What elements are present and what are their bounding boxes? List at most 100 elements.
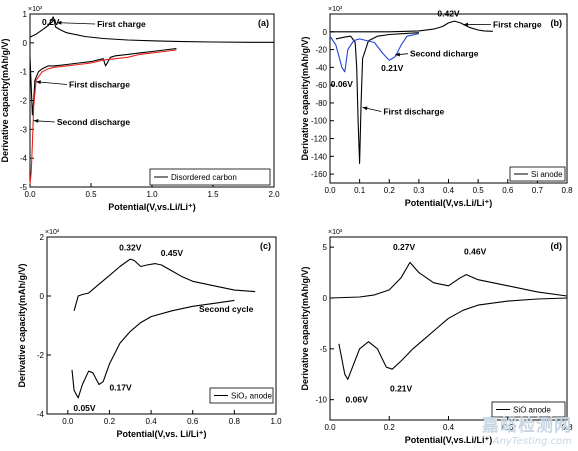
series-line-2: [29, 48, 177, 116]
y-tick-label: -3: [20, 125, 28, 134]
annotation-label: Second discharge: [57, 117, 130, 127]
y-tick-label: 0: [23, 39, 28, 48]
y-tick-label: -20: [315, 46, 327, 55]
x-tick-label: 1.0: [270, 417, 282, 426]
x-tick-label: 0.6: [502, 186, 514, 195]
legend-box: [509, 166, 566, 182]
x-tick-label: 0.0: [62, 417, 74, 426]
x-tick-label: 0.2: [104, 417, 116, 426]
annotation-label: 0.17V: [109, 382, 132, 392]
annotation-arrowhead: [56, 20, 62, 25]
x-tick-label: 0.1: [354, 186, 366, 195]
annotation-label: 0.05V: [73, 403, 96, 413]
x-axis-label: Potential(V,vs.Li/Li⁺): [405, 435, 492, 445]
legend-label: SiO anode: [513, 406, 551, 415]
watermark-en: AnyTesting.com: [492, 436, 572, 447]
annotation-arrowhead: [33, 119, 39, 123]
y-tick-label: -40: [315, 63, 327, 72]
annotation-label: 0.06V: [346, 395, 369, 405]
x-tick-label: 1.5: [207, 190, 219, 199]
y-tick-label: 0: [323, 294, 328, 303]
x-tick-label: 0.8: [229, 417, 241, 426]
annotation-label: 0.06V: [331, 79, 354, 89]
y-axis-label: Derivative capacity(mAh/g/V): [17, 263, 27, 387]
series-line-2: [338, 297, 568, 380]
y-tick-label: -160: [311, 170, 328, 179]
legend-box: [209, 387, 274, 404]
x-tick-label: 1.0: [146, 190, 158, 199]
x-tick-label: 0.3: [413, 186, 425, 195]
x-tick-label: 0.0: [324, 186, 336, 195]
x-tick-label: 0.2: [384, 186, 396, 195]
annotation-label: 0.46V: [464, 246, 487, 256]
x-tick-label: 2.0: [268, 190, 280, 199]
legend-box: [149, 168, 271, 186]
watermark-cn: 嘉峪检测网: [482, 416, 572, 436]
series-line-2: [335, 32, 419, 164]
annotation-arrowhead: [362, 106, 368, 111]
y-tick-label: -100: [311, 117, 328, 126]
y-axis-label: Derivative capacity(mAh/g/V): [300, 36, 310, 160]
y-tick-label: -5: [20, 183, 28, 192]
legend-label: Si anode: [531, 170, 563, 179]
annotation-label: First charge: [97, 19, 146, 29]
x-tick-label: 0.5: [473, 186, 485, 195]
y-axis-label: Derivative capacity(mAh/g/V): [300, 266, 310, 390]
legend-label: SiO₂ anode: [231, 392, 272, 401]
chart-panel-3: 0.0 0.2 0.4 0.6 0.8 1.0 -4 -2 0 2×10³ (c) Potential…: [17, 229, 282, 439]
annotation-arrowhead: [463, 22, 468, 27]
x-tick-label: 0.4: [146, 417, 158, 426]
y-tick-label: -140: [311, 152, 328, 161]
y-tick-label: -4: [37, 410, 45, 419]
annotation-label: 0.27V: [393, 242, 416, 252]
series-line-3: [29, 49, 177, 185]
y-tick-label: 0: [40, 292, 45, 301]
axis-multiplier: ×10³: [28, 6, 43, 13]
series-line-1: [29, 16, 274, 43]
panel-label: (c): [260, 241, 271, 251]
x-tick-label: 0.0: [324, 423, 336, 432]
annotation-label: 0.45V: [161, 248, 184, 258]
plot-frame: [29, 13, 275, 188]
y-tick-label: -4: [20, 154, 28, 163]
annotation-arrow: [56, 22, 96, 25]
x-tick-label: 0.4: [443, 423, 455, 432]
y-tick-label: -5: [320, 345, 328, 354]
y-axis-label: Derivative capacity(mAh/g/V): [0, 38, 10, 162]
series-line-1: [73, 258, 256, 311]
annotation-label: 0.21V: [390, 384, 413, 394]
x-tick-label: 0.5: [85, 190, 97, 199]
x-tick-label: 0.8: [561, 423, 573, 432]
y-tick-label: 2: [40, 233, 45, 242]
series-line-1: [330, 20, 493, 33]
annotation-label: 0.2V: [42, 17, 60, 27]
series-line-2: [71, 299, 235, 399]
annotation-arrowhead: [36, 80, 41, 85]
watermark: 嘉峪检测网 AnyTesting.com: [482, 411, 572, 447]
y-tick-label: -1: [20, 68, 28, 77]
annotation-label: 0.42V: [437, 9, 460, 19]
series-line-1: [329, 261, 568, 299]
y-tick-label: -80: [315, 99, 327, 108]
y-tick-label: 5: [323, 243, 328, 252]
y-tick-label: -120: [311, 135, 328, 144]
x-tick-label: 0.6: [187, 417, 199, 426]
chart-panel-2: 0.0 0.1 0.2 0.3 0.4 0.5 0.6 0.7 0.8 -160 -140 -120 -…: [300, 6, 573, 208]
x-tick-label: 0.0: [24, 190, 36, 199]
axis-multiplier: ×10³: [328, 229, 343, 236]
annotation-label: 0.32V: [119, 242, 142, 252]
series-line-3: [329, 33, 420, 73]
x-tick-label: 0.2: [384, 423, 396, 432]
y-tick-label: -2: [20, 97, 28, 106]
annotation-label: 0.21V: [381, 63, 404, 73]
chart-panel-1: 0.0 0.5 1.0 1.5 2.0 -5 -4 -3 -2 -1 0 1×10³ (a) Potent…: [0, 6, 280, 212]
x-axis-label: Potential(V,vs.Li/Li⁺): [108, 202, 195, 212]
axis-multiplier: ×10³: [45, 229, 60, 236]
x-tick-label: 0.4: [443, 186, 455, 195]
plot-frame: [329, 236, 568, 421]
plot-frame: [46, 236, 277, 415]
y-tick-label: -60: [315, 81, 327, 90]
annotation-label: First discharge: [383, 107, 444, 117]
panel-label: (b): [551, 18, 563, 28]
